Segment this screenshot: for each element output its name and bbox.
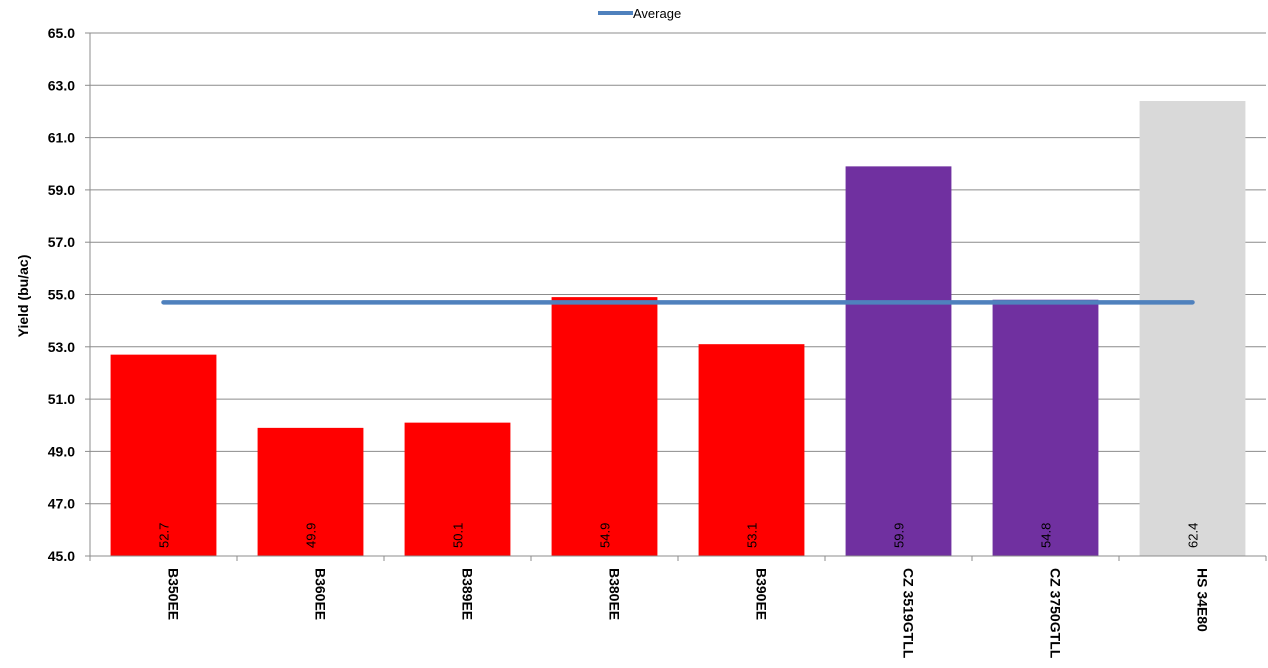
x-category-label: B390EE (754, 568, 770, 620)
x-category-label: HS 34E80 (1195, 568, 1211, 632)
bar-value-label: 53.1 (745, 523, 760, 548)
bar-value-label: 54.9 (598, 523, 613, 548)
bar-value-label: 49.9 (304, 523, 319, 548)
legend-average-label: Average (633, 6, 681, 21)
y-tick-label: 61.0 (48, 130, 75, 146)
bar-value-label: 52.7 (157, 523, 172, 548)
bar-value-label: 59.9 (892, 523, 907, 548)
bar (992, 299, 1099, 556)
y-tick-label: 45.0 (48, 548, 75, 564)
bar-value-label: 62.4 (1186, 523, 1201, 548)
x-category-label: CZ 3519GTLL (901, 568, 917, 659)
bar-value-label: 54.8 (1039, 523, 1054, 548)
bar (110, 354, 217, 556)
axes (85, 32, 1267, 561)
y-tick-label: 47.0 (48, 496, 75, 512)
x-category-label: CZ 3750GTLL (1048, 568, 1064, 659)
bar-value-label: 50.1 (451, 523, 466, 548)
y-tick-label: 63.0 (48, 77, 75, 93)
bar (1139, 100, 1246, 557)
y-axis-title: Yield (bu/ac) (15, 255, 31, 338)
x-category-label: B380EE (607, 568, 623, 620)
bars (110, 100, 1246, 557)
y-tick-label: 55.0 (48, 287, 75, 303)
y-tick-label: 51.0 (48, 391, 75, 407)
bar (257, 427, 364, 556)
y-tick-label: 65.0 (48, 25, 75, 41)
bar (845, 166, 952, 557)
x-category-label: B350EE (166, 568, 182, 620)
legend: Average (598, 6, 681, 21)
bar (551, 297, 658, 556)
y-tick-label: 59.0 (48, 182, 75, 198)
labels: 45.0 47.0 49.0 51.0 53.0 55.0 57.0 59.0 61.0 63.0… (48, 25, 1211, 659)
bar (404, 422, 511, 556)
y-tick-label: 57.0 (48, 234, 75, 250)
y-tick-label: 49.0 (48, 443, 75, 459)
x-category-label: B360EE (313, 568, 329, 620)
y-tick-label: 53.0 (48, 339, 75, 355)
bar (698, 344, 805, 556)
x-category-label: B389EE (460, 568, 476, 620)
